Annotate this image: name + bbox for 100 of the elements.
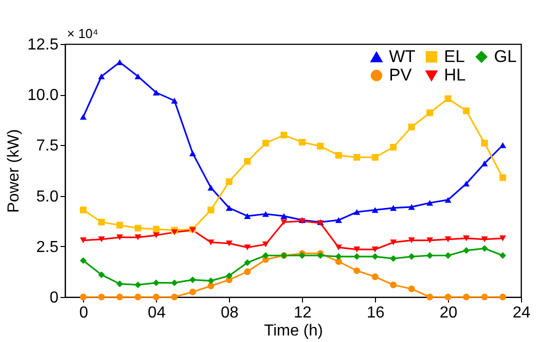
point: [335, 217, 342, 223]
point: [462, 294, 470, 300]
y-axis-title: Power (kW): [5, 129, 22, 213]
y-tick-label: 5.0: [36, 188, 59, 206]
point: [171, 229, 178, 236]
point: [390, 239, 397, 246]
point: [353, 267, 360, 274]
point: [372, 253, 378, 260]
point: [244, 244, 251, 250]
point: [98, 294, 105, 300]
point: [152, 279, 160, 286]
point: [444, 95, 452, 102]
point: [353, 209, 360, 215]
point: [426, 294, 434, 300]
point: [462, 180, 470, 187]
point: [426, 237, 434, 244]
x-axis-title: Time (h): [264, 322, 323, 340]
point: [372, 246, 378, 252]
point: [171, 279, 178, 286]
point: [152, 232, 160, 238]
point: [444, 236, 452, 242]
point: [189, 288, 196, 296]
x-tick-label: 24: [512, 304, 530, 322]
point: [280, 219, 288, 226]
x-tick-label: 12: [294, 304, 312, 322]
y-tick-label: 10.0: [27, 87, 59, 104]
x-tick-label: 0: [79, 304, 88, 322]
point: [116, 222, 124, 228]
point: [390, 255, 397, 262]
point: [116, 280, 124, 288]
point: [116, 59, 124, 66]
point: [444, 252, 452, 259]
point: [80, 294, 87, 300]
point: [353, 246, 360, 252]
x-tick-label: 16: [366, 304, 385, 322]
point: [499, 235, 506, 242]
point: [208, 184, 214, 191]
point: [262, 252, 269, 259]
point: [335, 253, 342, 260]
point: [80, 114, 87, 120]
point: [481, 294, 488, 300]
point: [481, 160, 488, 166]
legend-label: EL: [444, 46, 465, 66]
point: [426, 200, 434, 206]
point: [116, 294, 124, 300]
point: [390, 205, 397, 211]
point: [116, 234, 124, 240]
point: [462, 235, 470, 242]
point: [98, 73, 105, 80]
text: × 10⁴: [67, 26, 98, 41]
point: [481, 236, 488, 242]
point: [134, 73, 142, 80]
point: [353, 154, 360, 161]
point: [262, 140, 269, 147]
point: [262, 241, 269, 248]
point: [189, 150, 196, 156]
point: [317, 142, 324, 150]
point: [408, 253, 415, 260]
point: [298, 138, 306, 146]
point: [152, 294, 160, 300]
point: [372, 207, 378, 213]
point: [462, 107, 470, 114]
legend-label: WT: [389, 47, 416, 66]
point: [280, 213, 288, 219]
point: [208, 277, 214, 284]
point: [481, 245, 488, 252]
point: [462, 247, 470, 254]
point: [98, 271, 105, 278]
point: [171, 98, 178, 104]
point: [134, 294, 142, 300]
point: [208, 206, 214, 214]
point: [98, 236, 105, 242]
point: [481, 140, 488, 147]
point: [444, 294, 452, 300]
point: [152, 90, 160, 96]
point: [499, 142, 506, 148]
legend-label: PV: [389, 66, 412, 84]
point: [226, 205, 233, 211]
point: [134, 224, 142, 232]
point: [499, 252, 506, 259]
point: [499, 174, 506, 181]
y-tick-label: 12.5: [27, 36, 59, 54]
x-tick-label: 04: [148, 304, 166, 322]
legend-label: HL: [444, 66, 466, 84]
x-tick-label: 08: [220, 304, 239, 322]
point: [335, 258, 342, 265]
point: [390, 282, 397, 288]
point: [98, 218, 105, 226]
y-tick-label: 7.5: [36, 138, 59, 155]
point: [408, 204, 415, 210]
point: [244, 268, 251, 276]
y-tick-label: 0: [50, 290, 59, 306]
point: [226, 272, 233, 280]
point: [208, 239, 214, 246]
point: [134, 282, 142, 288]
point: [372, 273, 378, 280]
point: [390, 144, 397, 151]
point: [499, 294, 506, 300]
point: [408, 124, 415, 130]
point: [335, 244, 342, 250]
